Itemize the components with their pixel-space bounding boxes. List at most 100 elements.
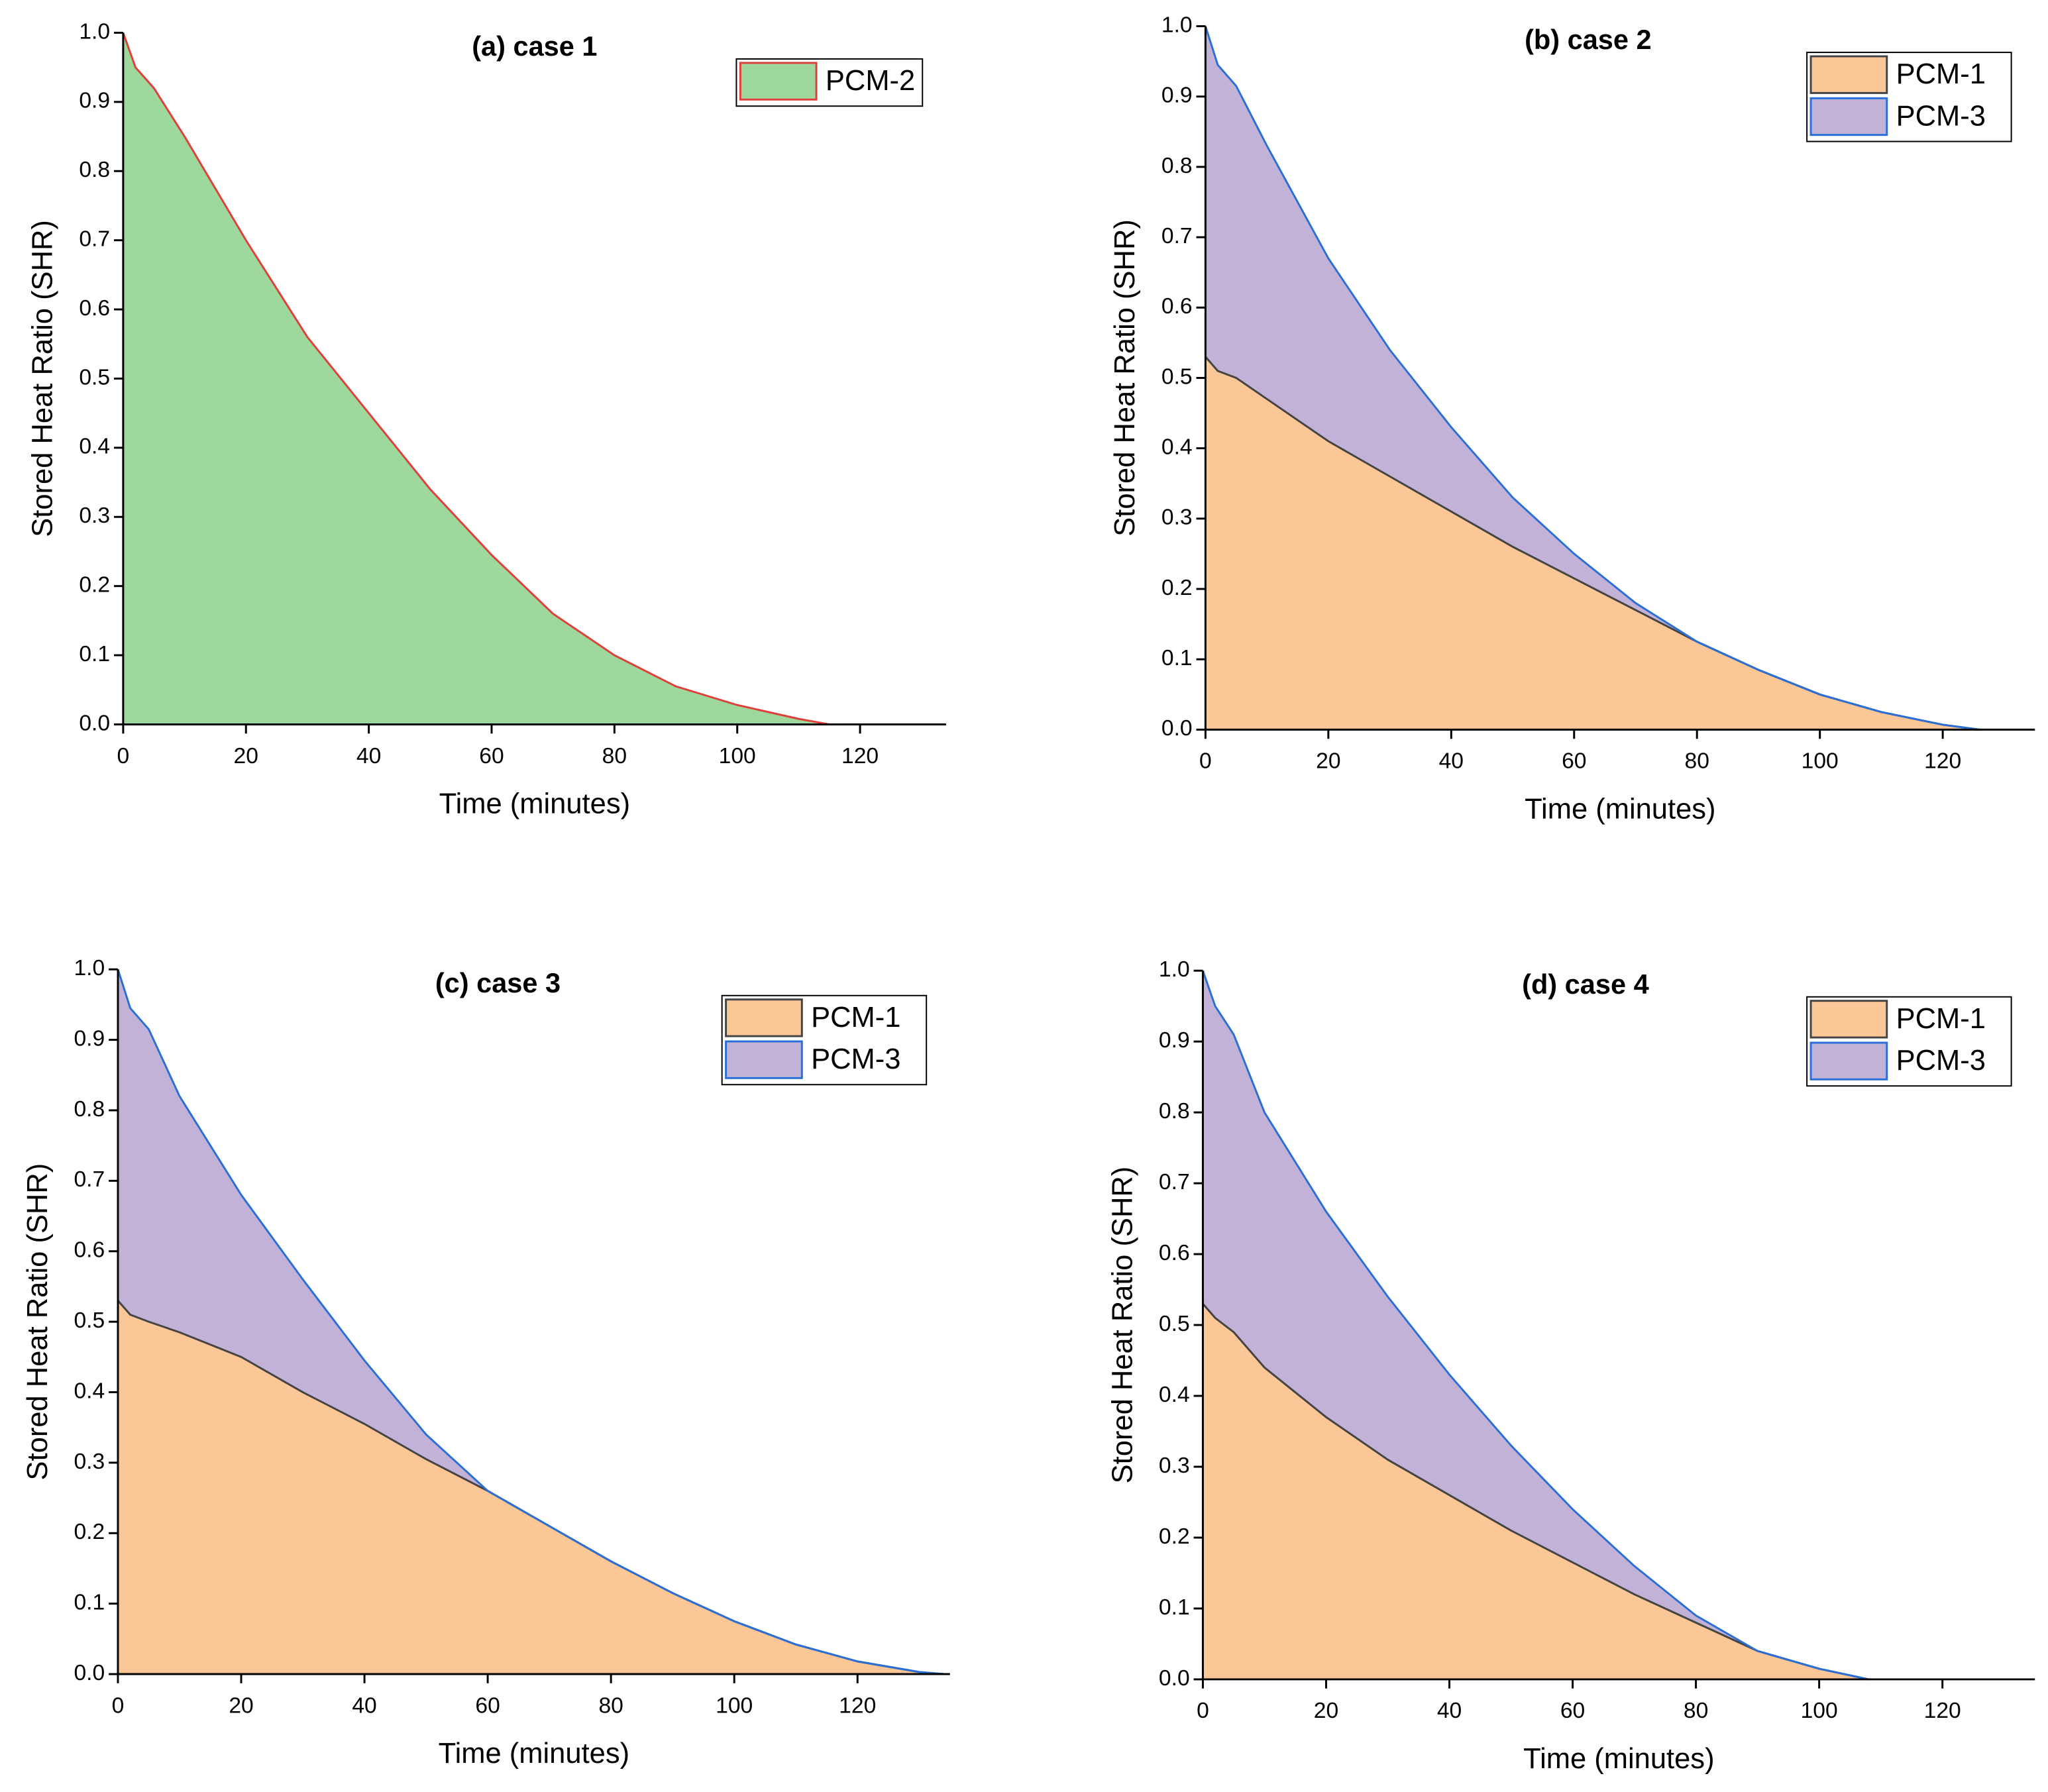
- chart-panel: 0 20 40 60 80 100 120 0.0 0.1 0.2 0.3 0.4 0.5 0.6 0.7 0…: [27, 19, 946, 820]
- x-tick-label: 60: [1562, 749, 1586, 774]
- y-tick-label: 0.0: [1161, 716, 1193, 741]
- x-tick-label: 100: [1801, 1699, 1838, 1723]
- chart-panel: 0 20 40 60 80 100 120 0.0 0.1 0.2 0.3 0.4 0.5 0.6 0.7 0…: [22, 956, 950, 1769]
- legend-swatch: [739, 62, 818, 101]
- y-tick-label: 0.7: [1159, 1170, 1190, 1194]
- x-tick-label: 20: [229, 1693, 253, 1718]
- y-tick-label: 0.1: [1161, 646, 1193, 670]
- x-tick-label: 40: [1437, 1699, 1462, 1723]
- y-tick-label: 0.2: [1159, 1524, 1190, 1549]
- area-outline: [1204, 26, 1980, 731]
- y-tick-label: 0.9: [79, 89, 110, 113]
- y-tick-label: 0.7: [1161, 224, 1193, 248]
- y-tick-label: 0.8: [1161, 154, 1193, 178]
- y-tick-label: 0.0: [1159, 1666, 1190, 1691]
- legend-swatch: [725, 1040, 803, 1079]
- area: [1205, 356, 1980, 730]
- y-tick-label: 0.2: [74, 1520, 105, 1544]
- x-tick-label: 80: [602, 744, 627, 768]
- area-outline: [1202, 1303, 1869, 1681]
- legend-label: PCM-2: [826, 65, 915, 97]
- chart-title: (b) case 2: [1525, 24, 1652, 55]
- y-tick-label: 0.4: [74, 1379, 105, 1403]
- x-tick-label: 20: [1316, 749, 1340, 774]
- y-tick-label: 0.7: [74, 1167, 105, 1192]
- chart-panel: 0 20 40 60 80 100 120 0.0 0.1 0.2 0.3 0.4 0.5 0.6 0.7 0…: [1109, 13, 2035, 825]
- y-tick-label: 0.5: [79, 365, 110, 390]
- x-tick-label: 0: [1199, 749, 1212, 774]
- y-tick-label: 0.6: [1161, 294, 1193, 319]
- x-tick-label: 60: [475, 1693, 500, 1718]
- x-axis-label: Time (minutes): [439, 1738, 629, 1769]
- y-tick-label: 0.4: [1159, 1383, 1190, 1407]
- y-tick-label: 0.8: [74, 1097, 105, 1122]
- legend-label: PCM-1: [1896, 1003, 1986, 1035]
- x-tick-label: 20: [234, 744, 258, 768]
- y-tick-label: 0.9: [1161, 83, 1193, 108]
- y-tick-label: 0.9: [1159, 1028, 1190, 1053]
- chart-title: (a) case 1: [472, 30, 597, 62]
- y-tick-label: 0.7: [79, 227, 110, 252]
- y-tick-label: 0.5: [1161, 364, 1193, 389]
- x-tick-label: 40: [1439, 749, 1464, 774]
- x-tick-label: 80: [1684, 1699, 1708, 1723]
- area-outline: [1202, 970, 1869, 1681]
- area: [117, 1300, 944, 1675]
- x-tick-label: 60: [1560, 1699, 1585, 1723]
- y-tick-label: 0.1: [79, 642, 110, 666]
- y-tick-label: 0.8: [1159, 1099, 1190, 1124]
- y-tick-label: 0.3: [1161, 505, 1193, 530]
- area: [1205, 26, 1980, 730]
- legend-swatch: [725, 998, 803, 1037]
- area-outline: [122, 32, 830, 725]
- y-tick-label: 0.6: [1159, 1241, 1190, 1265]
- legend-label: PCM-1: [811, 1002, 900, 1033]
- y-tick-label: 0.2: [1161, 576, 1193, 600]
- x-tick-label: 80: [598, 1693, 623, 1718]
- y-tick-label: 0.6: [79, 296, 110, 321]
- y-tick-label: 0.3: [74, 1449, 105, 1474]
- legend-label: PCM-3: [1896, 1045, 1986, 1077]
- y-tick-label: 0.5: [74, 1308, 105, 1333]
- x-tick-label: 120: [839, 1693, 876, 1718]
- y-tick-label: 0.1: [1159, 1595, 1190, 1620]
- area-outline: [117, 969, 944, 1675]
- x-tick-label: 20: [1314, 1699, 1338, 1723]
- x-tick-label: 40: [352, 1693, 376, 1718]
- y-tick-label: 0.0: [74, 1661, 105, 1685]
- x-tick-label: 120: [1924, 1699, 1961, 1723]
- x-axis-label: Time (minutes): [439, 788, 630, 820]
- legend-swatch: [1809, 55, 1888, 94]
- x-axis-label: Time (minutes): [1525, 793, 1715, 825]
- y-tick-label: 0.0: [79, 711, 110, 735]
- y-tick-label: 1.0: [74, 956, 105, 980]
- y-tick-label: 1.0: [79, 19, 110, 44]
- x-tick-label: 40: [356, 744, 381, 768]
- x-tick-label: 100: [1802, 749, 1839, 774]
- x-tick-label: 100: [716, 1693, 753, 1718]
- y-axis-label: Stored Heat Ratio (SHR): [27, 220, 59, 537]
- x-axis-label: Time (minutes): [1523, 1743, 1714, 1775]
- legend-label: PCM-3: [1896, 100, 1986, 132]
- y-tick-label: 0.8: [79, 158, 110, 182]
- y-axis-label: Stored Heat Ratio (SHR): [1109, 219, 1141, 537]
- y-tick-label: 0.4: [1161, 435, 1193, 460]
- y-tick-label: 0.9: [74, 1026, 105, 1051]
- y-tick-label: 0.1: [74, 1591, 105, 1615]
- x-tick-label: 0: [1197, 1699, 1209, 1723]
- x-tick-label: 100: [719, 744, 756, 768]
- area: [123, 32, 830, 725]
- legend-swatch: [1809, 97, 1888, 136]
- y-tick-label: 1.0: [1159, 957, 1190, 982]
- y-axis-label: Stored Heat Ratio (SHR): [1106, 1167, 1138, 1484]
- x-tick-label: 60: [479, 744, 504, 768]
- legend-swatch: [1809, 1000, 1888, 1039]
- chart-panel: 0 20 40 60 80 100 120 0.0 0.1 0.2 0.3 0.4 0.5 0.6 0.7 0…: [1106, 957, 2035, 1775]
- legend-label: PCM-3: [811, 1043, 900, 1075]
- y-tick-label: 0.3: [79, 503, 110, 528]
- area: [1203, 1303, 1869, 1679]
- chart-title: (c) case 3: [435, 967, 561, 998]
- chart-title: (d) case 4: [1522, 969, 1649, 1000]
- legend-swatch: [1809, 1041, 1888, 1080]
- y-tick-label: 1.0: [1161, 13, 1193, 37]
